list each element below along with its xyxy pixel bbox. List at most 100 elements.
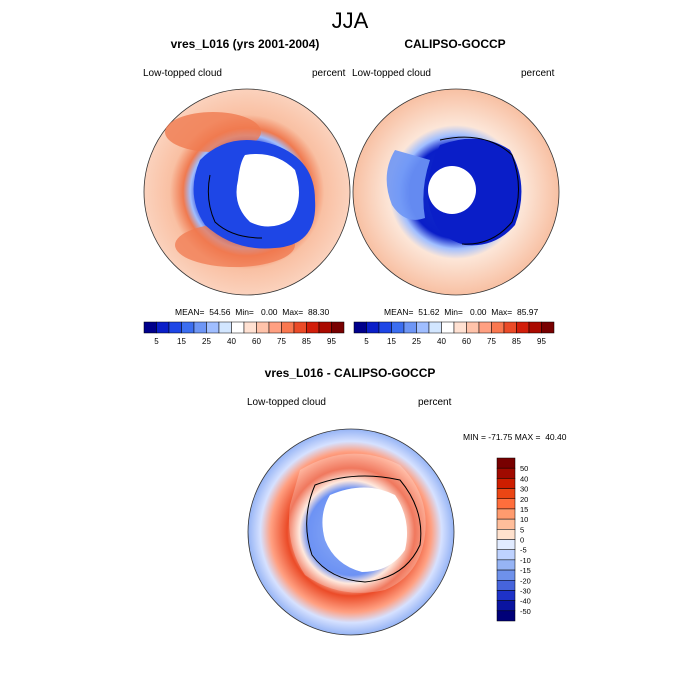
map-obs xyxy=(352,88,560,296)
colorbar-abs-obs-tick-label: 60 xyxy=(462,337,471,346)
colorbar-abs-obs-swatch xyxy=(366,321,380,334)
colorbar-diff-swatch xyxy=(496,508,516,520)
colorbar-abs-model-swatch xyxy=(256,321,270,334)
colorbar-diff-swatch xyxy=(496,610,516,622)
colorbar-abs-model-swatch xyxy=(318,321,332,334)
colorbar-diff-tick-label: -10 xyxy=(520,556,531,565)
colorbar-abs-model-swatch xyxy=(281,321,295,334)
colorbar-abs-model-tick-label: 40 xyxy=(227,337,236,346)
colorbar-abs-model-tick-label: 5 xyxy=(154,337,159,346)
panel1-title: vres_L016 (yrs 2001-2004) xyxy=(170,37,320,51)
colorbar-abs-model: 5 15 25 40 60 75 85 95 xyxy=(143,321,345,346)
colorbar-abs-model-swatch xyxy=(331,321,345,334)
map-obs-pole-gap xyxy=(428,166,476,214)
colorbar-diff-tick-label: 10 xyxy=(520,515,528,524)
colorbar-abs-model-swatch xyxy=(143,321,157,334)
map-obs-coastline xyxy=(439,136,519,245)
colorbar-abs-model-tick-label: 15 xyxy=(177,337,186,346)
colorbar-abs-obs-tick-label: 40 xyxy=(437,337,446,346)
colorbar-abs-obs-swatch xyxy=(391,321,405,334)
colorbar-diff-tick-label: 5 xyxy=(520,525,524,534)
colorbar-abs-model-swatch xyxy=(293,321,307,334)
colorbar-abs-obs-tick-label: 5 xyxy=(364,337,369,346)
map-model-coastline xyxy=(207,174,263,239)
colorbar-abs-model-swatch xyxy=(181,321,195,334)
colorbar-diff-tick-label: -5 xyxy=(520,546,527,555)
map-diff-coastline xyxy=(306,475,422,583)
colorbar-abs-obs-swatch xyxy=(528,321,542,334)
panel2-title: CALIPSO-GOCCP xyxy=(404,37,506,51)
colorbar-abs-obs-tick-label: 25 xyxy=(412,337,421,346)
map-model-continent xyxy=(236,154,299,227)
panel2-right-label: percent xyxy=(521,68,555,79)
colorbar-diff-swatch xyxy=(496,569,516,581)
colorbar-diff-swatch xyxy=(496,478,516,489)
colorbar-abs-obs-tick-label: 75 xyxy=(487,337,496,346)
colorbar-diff-tick-label: 40 xyxy=(520,474,528,483)
colorbar-abs-obs-swatch xyxy=(466,321,480,334)
colorbar-abs-obs-tick-label: 95 xyxy=(537,337,546,346)
colorbar-diff-swatch xyxy=(496,488,516,499)
panel3-right-label: percent xyxy=(418,397,452,408)
main-title: JJA xyxy=(331,8,369,33)
colorbar-diff-swatch xyxy=(496,559,516,571)
colorbar-diff-tick-label: 20 xyxy=(520,495,528,504)
colorbar-abs-model-swatch xyxy=(231,321,245,334)
colorbar-abs-model-tick-label: 85 xyxy=(302,337,311,346)
colorbar-diff-swatch xyxy=(496,590,516,601)
colorbar-abs-obs-swatch xyxy=(478,321,492,334)
colorbar-diff-tick-label: -30 xyxy=(520,586,531,595)
colorbar-abs-obs-swatch xyxy=(541,321,555,334)
colorbar-diff-tick-label: 0 xyxy=(520,536,524,545)
colorbar-abs-model-swatch xyxy=(306,321,320,334)
colorbar-abs-model-swatch xyxy=(218,321,232,334)
colorbar-diff-swatch xyxy=(496,529,516,540)
panel1-stats: MEAN= 54.56 Min= 0.00 Max= 88.30 xyxy=(175,307,330,317)
colorbar-diff-swatch xyxy=(496,467,516,479)
colorbar-diff-tick-label: 15 xyxy=(520,505,528,514)
map-obs-coastal-zone xyxy=(386,150,430,220)
colorbar-abs-obs-swatch xyxy=(441,321,455,334)
map-diff xyxy=(247,428,455,636)
colorbar-abs-model-swatch xyxy=(156,321,170,334)
colorbar-abs-obs-swatch xyxy=(416,321,430,334)
colorbar-abs-model-swatch xyxy=(243,321,257,334)
colorbar-diff-tick-label: 30 xyxy=(520,485,528,494)
colorbar-diff-swatch xyxy=(496,580,516,591)
colorbar-diff-swatch xyxy=(496,518,516,530)
colorbar-abs-model-tick-label: 60 xyxy=(252,337,261,346)
colorbar-abs-model-swatch xyxy=(206,321,220,334)
colorbar-diff-swatch xyxy=(496,600,516,612)
colorbar-abs-obs-swatch xyxy=(503,321,517,334)
panel3-title: vres_L016 - CALIPSO-GOCCP xyxy=(264,366,436,380)
colorbar-abs-obs-swatch xyxy=(453,321,467,334)
map-model xyxy=(143,88,351,296)
colorbar-diff-tick-label: -20 xyxy=(520,576,531,585)
panel2-stats: MEAN= 51.62 Min= 0.00 Max= 85.97 xyxy=(384,307,539,317)
panel1-left-label: Low-topped cloud xyxy=(143,68,222,79)
colorbar-abs-model-tick-label: 95 xyxy=(327,337,336,346)
colorbar-abs-obs-swatch xyxy=(403,321,417,334)
colorbar-diff-tick-label: -15 xyxy=(520,566,531,575)
colorbar-abs-obs-swatch xyxy=(378,321,392,334)
panel1-right-label: percent xyxy=(312,68,346,79)
colorbar-abs-model-swatch xyxy=(193,321,207,334)
colorbar-diff-swatch xyxy=(496,539,516,550)
colorbar-diff-tick-label: 50 xyxy=(520,464,528,473)
panel3-left-label: Low-topped cloud xyxy=(247,397,326,408)
colorbar-diff-tick-label: -40 xyxy=(520,597,531,606)
colorbar-abs-obs-swatch xyxy=(491,321,505,334)
colorbar-abs-obs: 5 15 25 40 60 75 85 95 xyxy=(353,321,555,346)
colorbar-abs-model-swatch xyxy=(168,321,182,334)
colorbar-diff-swatch xyxy=(496,549,516,561)
colorbar-abs-obs-swatch xyxy=(353,321,367,334)
colorbar-abs-obs-tick-label: 15 xyxy=(387,337,396,346)
colorbar-diff-swatch xyxy=(496,457,516,469)
panel3-minmax: MIN = -71.75 MAX = 40.40 xyxy=(463,432,567,442)
colorbar-abs-obs-swatch xyxy=(428,321,442,334)
colorbar-abs-model-tick-label: 75 xyxy=(277,337,286,346)
panel2-left-label: Low-topped cloud xyxy=(352,68,431,79)
colorbar-diff-tick-label: -50 xyxy=(520,607,531,616)
